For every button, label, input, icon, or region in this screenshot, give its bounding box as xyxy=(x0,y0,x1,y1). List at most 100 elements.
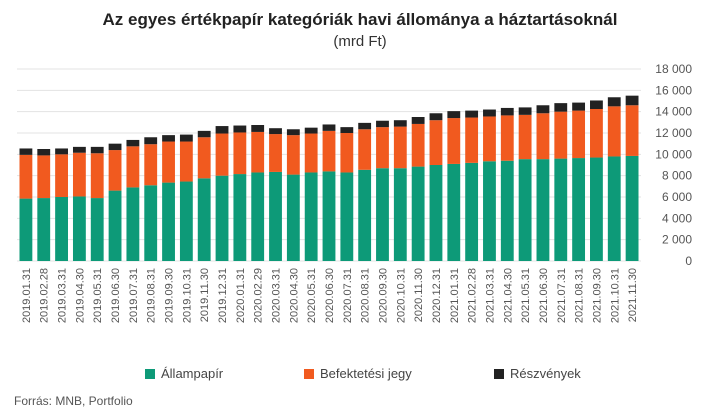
bar-segment-allampapir xyxy=(429,165,443,261)
x-tick-labels: 2019.01.31 2019.02.28 2019.03.31 2019.04.30… xyxy=(21,268,639,323)
x-tick-label: 2019.04.30 xyxy=(74,268,86,323)
bar-segment-allampapir xyxy=(447,163,461,261)
x-tick-label: 2021.07.31 xyxy=(556,268,568,323)
x-tick-label: 2019.06.30 xyxy=(110,268,122,323)
bar-segment-reszvenyek xyxy=(465,110,479,118)
x-tick-label: 2020.03.31 xyxy=(271,268,283,323)
bar-segment-befektetesi-jegy xyxy=(90,153,104,199)
bar-segment-reszvenyek xyxy=(72,146,86,153)
x-tick-label: 2021.05.31 xyxy=(520,268,532,323)
x-tick-label: 2021.10.31 xyxy=(609,268,621,323)
y-tick-label: 6 000 xyxy=(662,190,692,204)
bar-segment-befektetesi-jegy xyxy=(233,132,247,175)
bar-segment-allampapir xyxy=(269,171,282,261)
bar-segment-reszvenyek xyxy=(376,120,389,128)
bar-segment-befektetesi-jegy xyxy=(197,137,211,179)
bar-segment-befektetesi-jegy xyxy=(322,130,336,172)
bar-segment-reszvenyek xyxy=(19,148,33,155)
bar-segment-allampapir xyxy=(572,158,586,261)
x-tick-label: 2019.02.28 xyxy=(39,268,51,323)
bar-segment-befektetesi-jegy xyxy=(607,106,621,157)
bar-segment-allampapir xyxy=(465,162,479,261)
chart-title: Az egyes értékpapír kategóriák havi állo… xyxy=(102,10,618,29)
bar-segment-allampapir xyxy=(215,175,229,261)
legend-swatch-befektetesi-jegy xyxy=(304,368,314,379)
bar-segment-reszvenyek xyxy=(500,107,514,116)
y-tick-label: 14 000 xyxy=(655,105,692,119)
bar-segment-reszvenyek xyxy=(625,95,639,106)
bar-segment-reszvenyek xyxy=(322,124,336,131)
bar-segment-reszvenyek xyxy=(179,134,193,142)
legend-label-allampapir: Állampapír xyxy=(161,366,224,381)
bar-segment-befektetesi-jegy xyxy=(411,123,425,167)
y-tick-label: 16 000 xyxy=(655,83,692,97)
bar-segment-reszvenyek xyxy=(233,125,247,133)
bar-segment-reszvenyek xyxy=(518,107,532,115)
x-tick-label: 2021.01.31 xyxy=(449,268,461,323)
bar-segment-reszvenyek xyxy=(215,126,229,134)
bar-segment-reszvenyek xyxy=(358,122,372,130)
bar-segment-reszvenyek xyxy=(536,105,550,114)
bar-segment-allampapir xyxy=(179,181,193,261)
bar-segment-allampapir xyxy=(500,160,514,261)
bar-segment-allampapir xyxy=(37,198,51,261)
bar-segment-befektetesi-jegy xyxy=(465,117,479,163)
legend-label-befektetesi-jegy: Befektetési jegy xyxy=(320,366,412,381)
bar-segment-reszvenyek xyxy=(607,97,621,107)
bar-segment-reszvenyek xyxy=(411,117,425,124)
bar-segment-befektetesi-jegy xyxy=(108,150,122,191)
x-tick-label: 2020.12.31 xyxy=(431,268,443,323)
bar-segment-allampapir xyxy=(286,174,300,261)
bar-segment-befektetesi-jegy xyxy=(72,152,86,197)
bar-segment-allampapir xyxy=(554,158,568,261)
bar-segment-befektetesi-jegy xyxy=(286,135,300,175)
x-tick-label: 2021.08.31 xyxy=(574,268,586,323)
bar-segment-befektetesi-jegy xyxy=(340,133,354,173)
bar-segment-reszvenyek xyxy=(572,102,586,111)
bar-segment-reszvenyek xyxy=(55,148,68,155)
bar-segment-reszvenyek xyxy=(90,146,104,154)
legend: Állampapír Befektetési jegy Részvények xyxy=(0,366,720,386)
bar-segment-befektetesi-jegy xyxy=(518,114,532,160)
bar-segment-reszvenyek xyxy=(126,139,140,147)
bar-segment-reszvenyek xyxy=(393,120,407,127)
source-note: Forrás: MNB, Portfolio xyxy=(14,394,133,408)
legend-swatch-allampapir xyxy=(145,368,155,379)
x-tick-label: 2020.02.29 xyxy=(253,268,265,323)
bar-segment-befektetesi-jegy xyxy=(162,141,175,183)
bar-segment-befektetesi-jegy xyxy=(376,127,389,169)
bar-segment-befektetesi-jegy xyxy=(554,111,568,159)
x-tick-label: 2019.05.31 xyxy=(92,268,104,323)
bar-segment-reszvenyek xyxy=(251,125,265,132)
legend-item-befektetesi-jegy: Befektetési jegy xyxy=(304,366,412,381)
x-tick-label: 2020.01.31 xyxy=(235,268,247,323)
bar-segment-allampapir xyxy=(233,174,247,261)
x-tick-label: 2020.05.31 xyxy=(306,268,318,323)
bar-segment-allampapir xyxy=(197,178,211,261)
bar-segment-allampapir xyxy=(358,169,372,261)
bar-segment-allampapir xyxy=(340,172,354,261)
bar-segment-allampapir xyxy=(518,159,532,261)
y-tick-label: 10 000 xyxy=(655,147,692,161)
legend-label-reszvenyek: Részvények xyxy=(510,366,581,381)
bar-segment-befektetesi-jegy xyxy=(393,126,407,169)
bar-segment-allampapir xyxy=(607,156,621,261)
y-tick-label: 18 000 xyxy=(655,62,692,76)
bar-segment-befektetesi-jegy xyxy=(590,109,603,158)
x-tick-label: 2019.12.31 xyxy=(217,268,229,323)
bar-segment-reszvenyek xyxy=(144,137,158,145)
bar-segment-allampapir xyxy=(536,159,550,261)
bar-segment-allampapir xyxy=(483,161,496,261)
bar-segment-reszvenyek xyxy=(429,113,443,121)
bar-segment-allampapir xyxy=(162,182,175,261)
bar-segment-reszvenyek xyxy=(269,128,282,135)
bar-segment-allampapir xyxy=(376,168,389,261)
bar-segment-allampapir xyxy=(126,187,140,261)
bar-segment-allampapir xyxy=(590,157,603,261)
bar-segment-befektetesi-jegy xyxy=(269,134,282,172)
bar-segment-befektetesi-jegy xyxy=(625,105,639,156)
bar-segment-allampapir xyxy=(625,155,639,261)
bar-segment-befektetesi-jegy xyxy=(536,113,550,160)
bar-segment-allampapir xyxy=(411,166,425,261)
